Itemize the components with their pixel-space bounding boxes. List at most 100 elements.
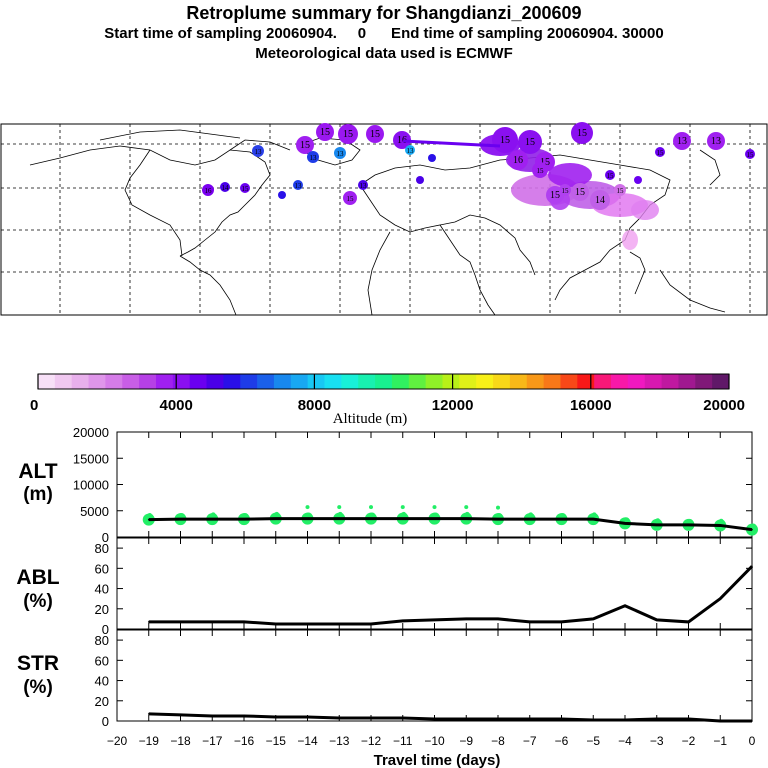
colorbar-swatch [459,374,477,389]
plume-marker-label: 13 [407,147,415,155]
coastline [29,145,271,257]
plume-marker [559,184,571,196]
y-tick-label: 80 [95,633,109,648]
colorbar-swatch [408,374,427,389]
data-point [433,517,436,520]
plume-marker-label: 15 [242,185,250,193]
data-point [401,620,404,622]
chart-title: Retroplume summary for Shangdianzi_20060… [186,3,582,23]
particle-point [369,505,373,510]
data-point [179,714,182,716]
plume-marker-label: 13 [711,136,721,147]
data-point [497,618,499,620]
particle-point [401,511,406,516]
plume-marker [532,162,548,178]
data-point [751,528,753,531]
particle-point [592,512,597,517]
data-point [211,715,214,717]
plume-marker-label: 16 [205,187,213,195]
y-axis-label: STR [17,652,59,675]
plume-blob [622,230,638,250]
coastline [99,129,241,141]
plume-marker-label: 15 [370,129,380,140]
colorbar-tick-label: 16000 [570,397,612,414]
data-point [179,518,182,520]
plume-marker [240,183,250,193]
data-point [497,718,499,720]
colorbar-swatch [257,374,275,389]
data-point [243,621,245,623]
particle-point [464,505,469,510]
colorbar-swatch [155,374,174,389]
colorbar-swatch [560,374,578,389]
colorbar-swatch [341,374,359,389]
plume-marker-label: 15 [562,187,570,195]
colorbar-swatch [509,374,528,389]
plume-marker-label: 15 [540,157,550,168]
time-series-panels: 05000100001500020000ALT(m)020406080ABL(%… [16,425,758,748]
particle-point [465,511,470,516]
colorbar-swatch [38,374,56,389]
y-tick-label: 40 [95,582,109,597]
colorbar-tick-label: 4000 [160,397,193,414]
y-axis-label: (%) [23,677,53,698]
sampling-time-line: Start time of sampling 20060904. 0 End t… [104,25,664,42]
series-line [148,517,753,532]
y-tick-label: 60 [95,653,109,668]
colorbar-swatch [206,374,224,389]
plume-marker [634,176,642,184]
coastline [229,139,291,151]
particle-point [719,518,724,523]
coastline [629,251,646,295]
x-tick-label: 0 [749,734,756,748]
plume-marker [590,190,610,210]
x-axis-label: Travel time (days) [374,752,501,768]
coastline [659,269,726,313]
data-point [560,621,563,623]
data-point [306,517,309,520]
plume-marker-label: 13 [337,150,345,158]
colorbar-swatch [391,374,410,389]
plume-marker [338,124,358,144]
colorbar-swatch [543,374,561,389]
x-tick-label: −19 [139,734,160,748]
data-point [147,621,150,623]
colorbar-swatch [223,374,241,389]
data-point [592,719,595,721]
data-point [465,718,468,720]
colorbar-swatch [611,374,629,389]
plume-marker-label: 15 [537,167,545,175]
plume-marker-label: 15 [320,127,330,138]
data-point [528,621,531,623]
data-point [401,517,404,520]
data-point [687,718,690,720]
plume-marker-label: 13 [360,182,368,190]
data-point [624,719,626,721]
plume-marker [366,125,384,143]
colorbar-swatch [695,374,713,389]
colorbar-swatch [189,374,208,389]
plume-marker [334,147,346,159]
x-tick-label: −17 [202,734,223,748]
particle-point [337,505,342,510]
plume-marker [293,180,303,190]
plume-marker-label: 15 [343,129,353,140]
x-tick-label: −16 [234,734,255,748]
colorbar-swatch [493,374,511,389]
plume-marker-label: 13 [310,154,318,162]
coastline [359,154,671,301]
panel-str: 0 20 40 60 80 STR(%) [17,629,753,729]
colorbar-swatch [678,374,696,389]
coastline [359,184,496,316]
x-tick-label: −14 [297,734,318,748]
panel-alt: 0 5000 10000 15000 20000 ALT(m) [18,425,758,545]
data-point [179,621,182,623]
coastline [179,255,237,316]
y-tick-label: 80 [95,541,109,556]
particle-point [432,505,437,510]
y-tick-label: 15000 [73,451,109,466]
plume-marker-label: 15 [550,190,560,201]
particle-point [211,512,216,517]
data-point [655,619,658,621]
